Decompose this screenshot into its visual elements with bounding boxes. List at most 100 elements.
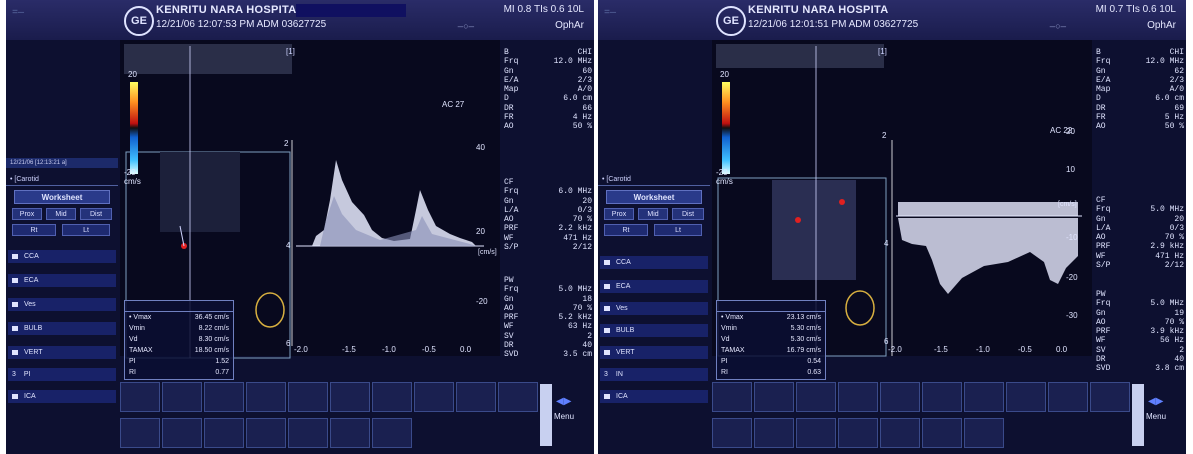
thumbnail[interactable]: [922, 418, 962, 448]
worksheet-button[interactable]: Worksheet: [14, 190, 110, 204]
thumbnail[interactable]: [1090, 382, 1130, 412]
prox-button[interactable]: Prox: [12, 208, 42, 220]
measurement-header: [125, 301, 233, 312]
svg-text:20: 20: [476, 227, 485, 236]
lt-button[interactable]: Lt: [62, 224, 110, 236]
vessel-eca[interactable]: ECA: [600, 280, 708, 294]
params-cf: CF Frq 5.0 MHz Gn 20 L/A 0/3 AO 70 % PRF 2.9 …: [1096, 196, 1184, 271]
thumbnail[interactable]: [838, 382, 878, 412]
svg-text:20: 20: [1066, 127, 1075, 136]
thumbnail[interactable]: [288, 382, 328, 412]
svg-text:40: 40: [476, 143, 485, 152]
svg-text:2: 2: [882, 131, 887, 140]
page-arrows-icon[interactable]: ◀▶: [1148, 396, 1164, 407]
thumbnail[interactable]: [330, 382, 370, 412]
svg-text:6: 6: [884, 337, 889, 346]
params-pw: PW Frq 5.0 MHz Gn 19 AO 70 % PRF 3.9 kHz WF 5…: [1096, 290, 1184, 374]
thumbnail[interactable]: [162, 382, 202, 412]
vessel-in[interactable]: 3 IN: [600, 368, 708, 382]
vessel-cca[interactable]: CCA: [600, 256, 708, 270]
svg-text:-1.5: -1.5: [934, 345, 948, 354]
thumbnail[interactable]: [204, 382, 244, 412]
mid-button[interactable]: Mid: [46, 208, 76, 220]
thumbnail[interactable]: [288, 418, 328, 448]
carotid-label[interactable]: • [Carotid: [598, 176, 710, 186]
dist-button[interactable]: Dist: [80, 208, 112, 220]
meas-row-vd: Vd 5.30 cm/s: [721, 336, 821, 343]
page-arrows-icon[interactable]: ◀▶: [556, 396, 572, 407]
thumbnail[interactable]: [330, 418, 370, 448]
thumbnail-scrollbar[interactable]: [540, 384, 552, 446]
svg-text:4: 4: [884, 239, 889, 248]
thumbnail[interactable]: [838, 418, 878, 448]
folder-icon: [12, 253, 18, 259]
thumbnail[interactable]: [120, 382, 160, 412]
meas-row-ri: RI 0.77: [129, 369, 229, 376]
rt-button[interactable]: Rt: [604, 224, 648, 236]
thumbnail[interactable]: [372, 382, 412, 412]
folder-icon: [12, 301, 18, 307]
thumbnail[interactable]: [880, 382, 920, 412]
folder-icon: [604, 349, 610, 355]
thumbnail[interactable]: [498, 382, 538, 412]
nav-arrows[interactable]: =—: [12, 8, 25, 19]
dist-button[interactable]: Dist: [672, 208, 704, 220]
thumbnail[interactable]: [204, 418, 244, 448]
lt-button[interactable]: Lt: [654, 224, 702, 236]
thumbnail[interactable]: [162, 418, 202, 448]
vessel-ica[interactable]: ICA: [600, 390, 708, 404]
vessel-eca[interactable]: ECA: [8, 274, 116, 288]
carotid-label[interactable]: • [Carotid: [6, 176, 118, 186]
svg-text:0.0: 0.0: [460, 345, 472, 354]
thumbnail[interactable]: [964, 382, 1004, 412]
menu-button[interactable]: Menu: [554, 412, 575, 421]
meas-row-vmin: Vmin 8.22 cm/s: [129, 325, 229, 332]
folder-icon: [12, 277, 18, 283]
params-pw: PW Frq 5.0 MHz Gn 18 AO 70 % PRF 5.2 kHz WF 6…: [504, 276, 592, 360]
thumbnail[interactable]: [120, 418, 160, 448]
measurement-panel: • Vmax 36.45 cm/s Vmin 8.22 cm/s Vd 8.30 cm…: [124, 300, 234, 380]
vessel-pi[interactable]: 3 PI: [8, 368, 116, 382]
svg-text:-0.5: -0.5: [1018, 345, 1032, 354]
nav-arrows[interactable]: =—: [604, 8, 617, 19]
vessel-cca[interactable]: CCA: [8, 250, 116, 264]
vessel-bulb[interactable]: BULB: [600, 324, 708, 338]
vessel-vert[interactable]: VERT: [8, 346, 116, 360]
mid-button[interactable]: Mid: [638, 208, 668, 220]
vessel-ves[interactable]: Ves: [8, 298, 116, 312]
thumbnail[interactable]: [922, 382, 962, 412]
thumbnail[interactable]: [246, 418, 286, 448]
thumbnail[interactable]: [754, 382, 794, 412]
thumbnail[interactable]: [372, 418, 412, 448]
thumbnail[interactable]: [796, 418, 836, 448]
folder-icon: [12, 349, 18, 355]
menu-button[interactable]: Menu: [1146, 412, 1167, 421]
svg-text:[cm/s]: [cm/s]: [478, 249, 497, 256]
hospital-name: KENRITU NARA HOSPITA: [748, 4, 889, 16]
svg-text:-30: -30: [1066, 311, 1078, 320]
thumbnail[interactable]: [246, 382, 286, 412]
header-bar: =— GE KENRITU NARA HOSPITA 12/21/06 12:0…: [6, 0, 594, 40]
vessel-bulb[interactable]: BULB: [8, 322, 116, 336]
vessel-ica[interactable]: ICA: [8, 390, 116, 404]
worksheet-button[interactable]: Worksheet: [606, 190, 702, 204]
thumbnail[interactable]: [754, 418, 794, 448]
thumbnail[interactable]: [796, 382, 836, 412]
thumbnail[interactable]: [712, 382, 752, 412]
thumbnail[interactable]: [456, 382, 496, 412]
svg-text:[1]: [1]: [286, 47, 295, 56]
thumbnail[interactable]: [964, 418, 1004, 448]
thumbnail[interactable]: [1006, 382, 1046, 412]
thumbnail[interactable]: [414, 382, 454, 412]
prox-button[interactable]: Prox: [604, 208, 634, 220]
meas-row-ri: RI 0.63: [721, 369, 821, 376]
rt-button[interactable]: Rt: [12, 224, 56, 236]
thumbnail[interactable]: [880, 418, 920, 448]
vessel-ves[interactable]: Ves: [600, 302, 708, 316]
thumbnail[interactable]: [712, 418, 752, 448]
svg-text:6: 6: [286, 339, 291, 348]
vessel-vert[interactable]: VERT: [600, 346, 708, 360]
thumbnail-scrollbar[interactable]: [1132, 384, 1144, 446]
color-scale-bar: [722, 82, 730, 174]
thumbnail[interactable]: [1048, 382, 1088, 412]
